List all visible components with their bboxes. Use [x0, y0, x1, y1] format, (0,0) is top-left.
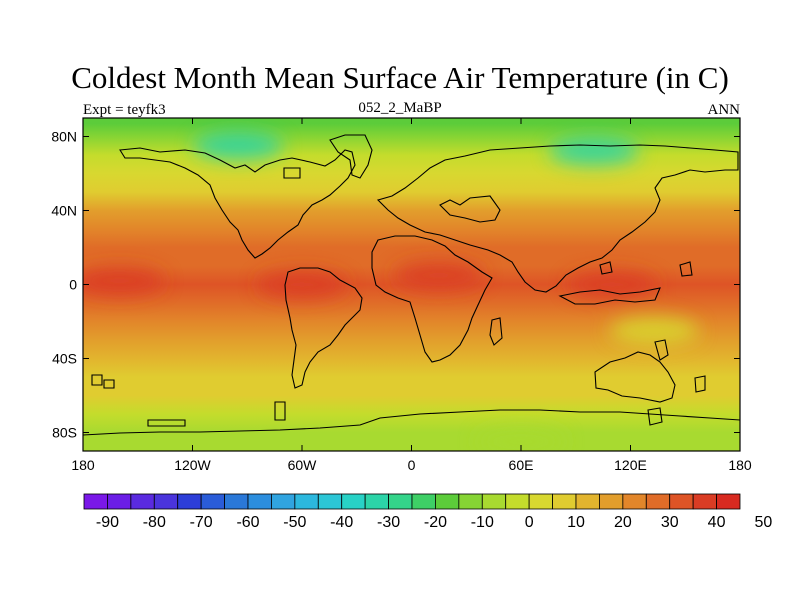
- colorbar-swatch: [153, 493, 179, 510]
- x-tick-label: 60W: [288, 457, 318, 473]
- colorbar-swatch: [341, 493, 366, 510]
- colorbar-swatch: [458, 493, 483, 510]
- axis-ticks: 180 120W 60W 0 60E 120E 180 80N 40N 0 40S 80S: [51, 118, 752, 473]
- y-tick-label: 40N: [51, 203, 77, 219]
- coastline: [83, 134, 740, 436]
- y-tick-label: 40S: [52, 351, 77, 367]
- y-tick-label: 80S: [52, 425, 77, 441]
- x-tick-label: 180: [71, 457, 95, 473]
- experiment-label: Expt = teyfk3: [83, 102, 166, 118]
- field-feature: [83, 266, 165, 295]
- colorbar-swatch: [317, 493, 343, 510]
- colorbar-swatch: [552, 493, 577, 510]
- field-feature: [257, 270, 347, 299]
- colorbar-swatch: [294, 493, 319, 510]
- colorbar-swatch: [224, 493, 249, 510]
- colorbar-label: -50: [283, 514, 306, 531]
- colorbar-swatch: [599, 493, 624, 510]
- colorbar-swatch: [130, 493, 155, 510]
- colorbar-label: -80: [143, 514, 166, 531]
- colorbar-label: 30: [661, 514, 679, 531]
- colorbar-swatch: [271, 493, 296, 510]
- field-feature: [567, 270, 658, 299]
- x-tick-label: 0: [408, 457, 416, 473]
- time-label: 052_2_MaBP: [358, 100, 442, 116]
- colorbar-label: 40: [708, 514, 726, 531]
- colorbar: -90 -80 -70 -60 -50 -40 -30 -20 -10 0 10 20 30 40 50: [83, 493, 773, 531]
- colorbar-swatch: [435, 493, 460, 510]
- colorbar-swatch: [622, 493, 647, 510]
- colorbar-swatch: [481, 493, 507, 510]
- colorbar-label: 0: [525, 514, 534, 531]
- colorbar-label: -30: [377, 514, 400, 531]
- plot-title: Coldest Month Mean Surface Air Temperatu…: [71, 60, 729, 95]
- x-tick-label: 120E: [614, 457, 647, 473]
- colorbar-swatch: [505, 493, 530, 510]
- colorbar-swatch: [364, 493, 389, 510]
- colorbar-swatch: [107, 493, 132, 510]
- field-feature: [393, 261, 484, 290]
- colorbar-label: 50: [755, 514, 773, 531]
- field-feature: [549, 137, 639, 166]
- colorbar-swatch: [247, 493, 272, 510]
- field-feature: [476, 427, 566, 451]
- colorbar-label: 10: [567, 514, 585, 531]
- colorbar-label: 20: [614, 514, 632, 531]
- colorbar-label: -70: [190, 514, 213, 531]
- colorbar-swatch: [692, 493, 717, 510]
- colorbar-swatch: [575, 493, 600, 510]
- field-feature: [609, 316, 700, 345]
- colorbar-swatch: [716, 493, 741, 510]
- colorbar-label: -10: [471, 514, 494, 531]
- temperature-field: [83, 118, 740, 451]
- colorbar-swatch: [669, 493, 694, 510]
- colorbar-swatch: [645, 493, 671, 510]
- y-tick-label: 0: [69, 277, 77, 293]
- colorbar-swatch: [411, 493, 436, 510]
- x-tick-label: 180: [728, 457, 752, 473]
- colorbar-label: -40: [330, 514, 353, 531]
- colorbar-label: -90: [96, 514, 119, 531]
- colorbar-swatch: [177, 493, 202, 510]
- y-tick-label: 80N: [51, 129, 77, 145]
- field-feature: [193, 131, 284, 160]
- x-tick-label: 60E: [509, 457, 534, 473]
- colorbar-swatch: [528, 493, 553, 510]
- colorbar-label: -20: [424, 514, 447, 531]
- season-label: ANN: [707, 102, 741, 118]
- colorbar-swatch: [200, 493, 225, 510]
- colorbar-swatch: [388, 493, 413, 510]
- x-tick-label: 120W: [174, 457, 211, 473]
- colorbar-label: -60: [236, 514, 259, 531]
- colorbar-swatch: [83, 493, 108, 510]
